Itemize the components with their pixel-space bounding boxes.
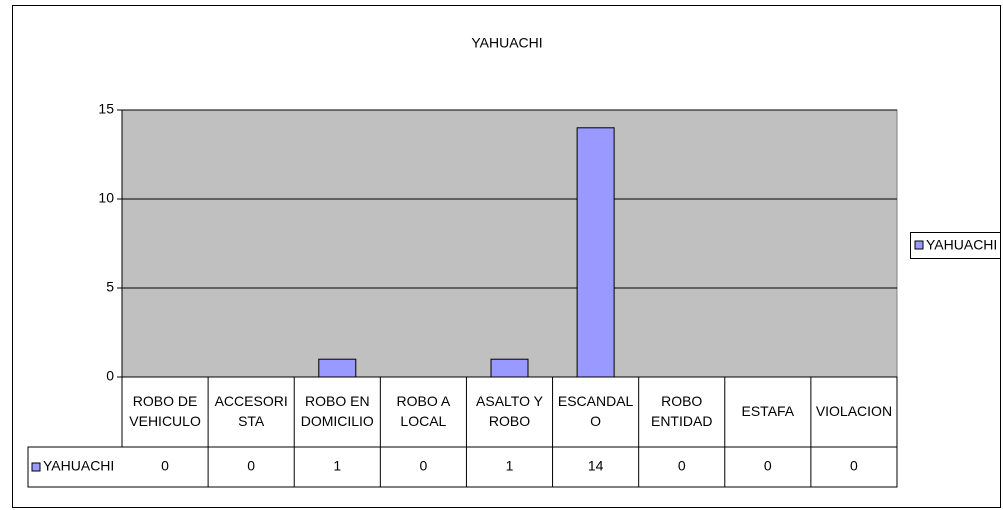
table-value: 0 — [247, 458, 255, 474]
x-tick-label: ASALTO Y ROBO — [476, 393, 544, 429]
table-value: 1 — [333, 458, 341, 474]
x-tick-label: ROBO DE VEHICULO — [129, 393, 201, 429]
x-tick-label: ROBO ENTIDAD — [651, 393, 712, 429]
legend-key — [914, 240, 924, 250]
chart-title: YAHUACHI — [471, 35, 542, 51]
table-series-name: YAHUACHI — [43, 458, 114, 474]
bar — [318, 358, 357, 378]
table-value: 0 — [678, 458, 686, 474]
y-tick-label: 15 — [98, 101, 114, 117]
x-tick-label: VIOLACION — [816, 403, 892, 419]
y-tick-label: 5 — [106, 279, 114, 295]
y-tick-label: 0 — [106, 368, 114, 384]
bar — [576, 127, 615, 378]
plot-area — [121, 109, 898, 378]
table-value: 1 — [506, 458, 514, 474]
data-table — [27, 446, 898, 488]
legend-box — [910, 232, 1001, 259]
x-tick-label: ESTAFA — [742, 403, 795, 419]
x-tick-label: ACCESORI STA — [215, 393, 288, 429]
x-tick-label: ROBO EN DOMICILIO — [301, 393, 374, 429]
table-value: 0 — [850, 458, 858, 474]
table-value: 0 — [161, 458, 169, 474]
table-value: 0 — [764, 458, 772, 474]
legend-label: YAHUACHI — [926, 237, 997, 253]
table-value: 14 — [588, 458, 604, 474]
table-value: 0 — [419, 458, 427, 474]
x-tick-label: ESCANDAL O — [558, 393, 634, 429]
bar — [490, 358, 529, 378]
legend-key — [31, 462, 41, 472]
y-tick-label: 10 — [98, 190, 114, 206]
x-tick-label: ROBO A LOCAL — [397, 393, 451, 429]
